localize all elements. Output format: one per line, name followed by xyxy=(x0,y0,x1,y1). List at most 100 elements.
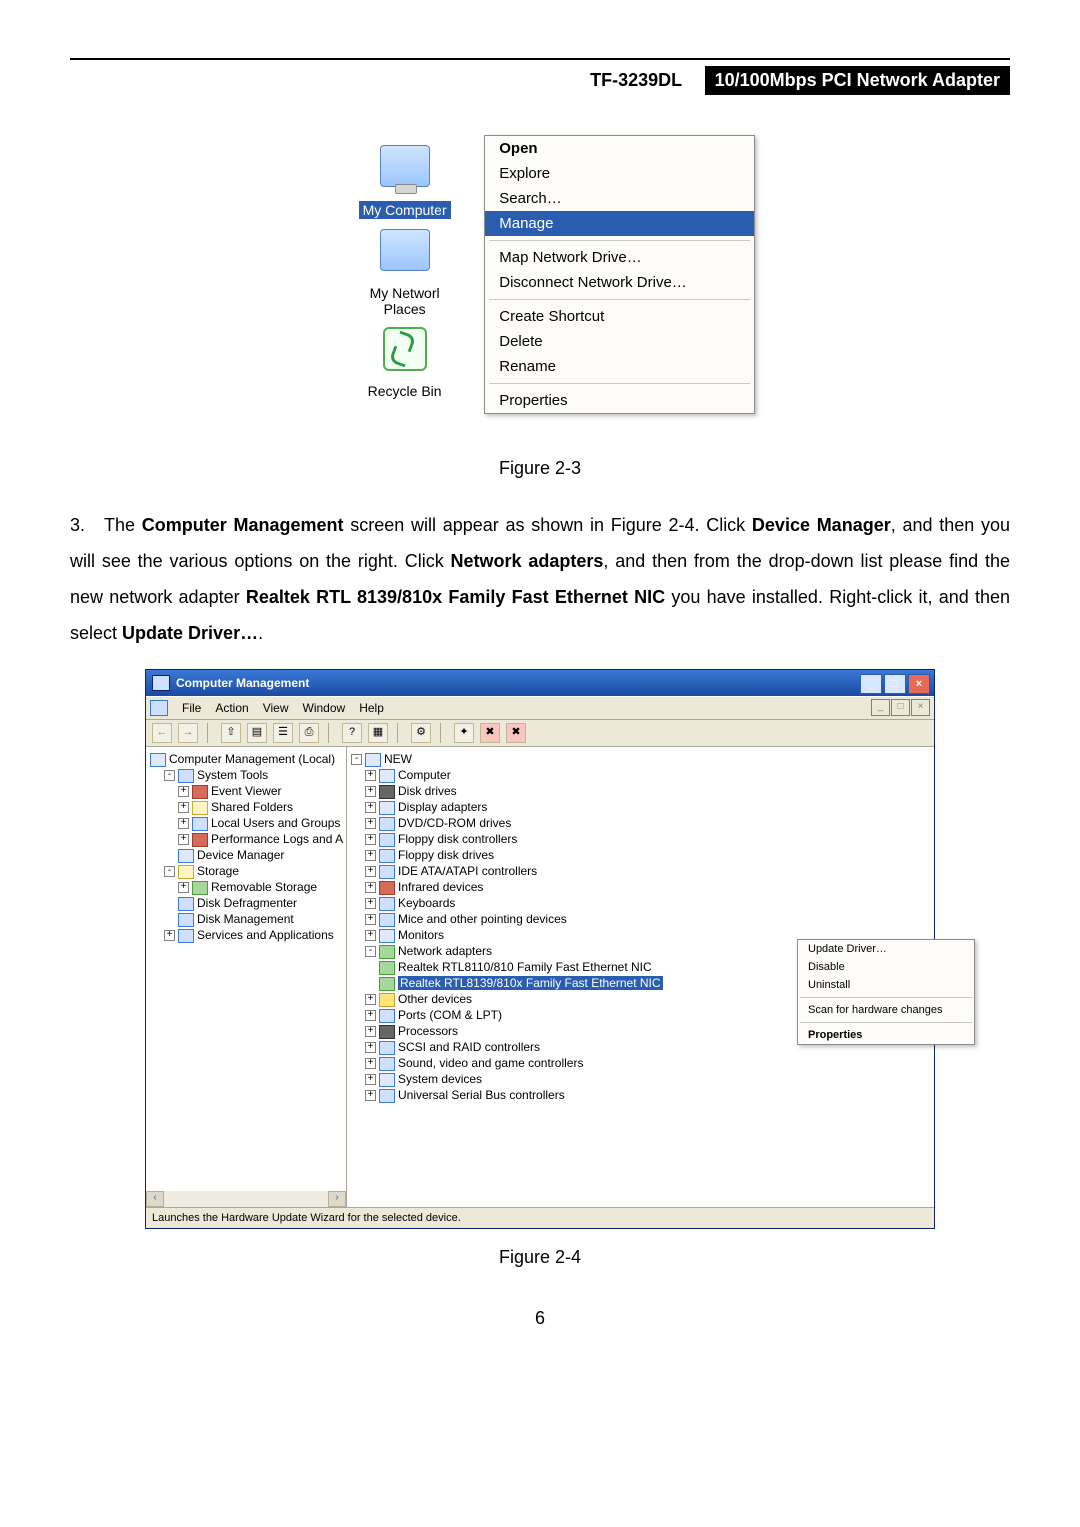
txt-b4: Realtek RTL 8139/810x Family Fast Ethern… xyxy=(246,587,665,607)
scan-button[interactable]: ⚙ xyxy=(411,723,431,743)
close-button[interactable]: × xyxy=(908,674,930,694)
toolbar-sep4 xyxy=(440,723,445,743)
mycomputer-context-menu: Open Explore Search… Manage Map Network … xyxy=(484,135,755,414)
step-3-text: 3.The Computer Management screen will ap… xyxy=(70,507,1010,651)
dev-ir[interactable]: +Infrared devices xyxy=(351,879,932,895)
page-header: TF-3239DL 10/100Mbps PCI Network Adapter xyxy=(70,66,1010,95)
ctx-sep1 xyxy=(489,240,750,241)
dev-usb[interactable]: +Universal Serial Bus controllers xyxy=(351,1087,932,1103)
ctx-manage[interactable]: Manage xyxy=(485,211,754,236)
ctx-search[interactable]: Search… xyxy=(485,186,754,211)
my-computer-label: My Computer xyxy=(359,201,451,219)
ctx-rename[interactable]: Rename xyxy=(485,354,754,379)
my-network-places-icon[interactable] xyxy=(375,229,435,279)
left-services-apps[interactable]: +Services and Applications xyxy=(150,927,344,943)
step-number: 3. xyxy=(70,507,104,543)
figure-2-4-caption: Figure 2-4 xyxy=(70,1247,1010,1268)
left-local-users[interactable]: +Local Users and Groups xyxy=(150,815,344,831)
print-button[interactable]: ⎙ xyxy=(299,723,319,743)
ctx-properties[interactable]: Properties xyxy=(485,388,754,413)
dev-fdd[interactable]: +Floppy disk drives xyxy=(351,847,932,863)
dev-mice[interactable]: +Mice and other pointing devices xyxy=(351,911,932,927)
menu-action[interactable]: Action xyxy=(215,701,248,715)
left-diskmgmt[interactable]: Disk Management xyxy=(150,911,344,927)
maximize-button[interactable]: □ xyxy=(884,674,906,694)
disable-button[interactable]: ✖ xyxy=(480,723,500,743)
model-id: TF-3239DL xyxy=(590,70,682,90)
menu-window[interactable]: Window xyxy=(303,701,346,715)
left-scrollbar[interactable]: ‹ › xyxy=(146,1191,346,1207)
forward-button[interactable]: → xyxy=(178,723,198,743)
recycle-bin-label: Recycle Bin xyxy=(368,383,442,399)
help-button[interactable]: ? xyxy=(342,723,362,743)
window-title: Computer Management xyxy=(176,676,309,690)
left-shared-folders[interactable]: +Shared Folders xyxy=(150,799,344,815)
dev-ctx-scan[interactable]: Scan for hardware changes xyxy=(798,1001,974,1019)
show-hide-tree-button[interactable]: ▤ xyxy=(247,723,267,743)
computer-management-window: Computer Management _ □ × File Action Vi… xyxy=(145,669,935,1229)
ctx-map-drive[interactable]: Map Network Drive… xyxy=(485,245,754,270)
mdi-restore-button[interactable]: □ xyxy=(891,699,910,716)
dev-ctx-update[interactable]: Update Driver… xyxy=(798,940,974,958)
page-number: 6 xyxy=(70,1308,1010,1329)
left-system-tools[interactable]: -System Tools xyxy=(150,767,344,783)
ctx-create-shortcut[interactable]: Create Shortcut xyxy=(485,304,754,329)
dev-dvd[interactable]: +DVD/CD-ROM drives xyxy=(351,815,932,831)
export-list-button[interactable]: ▦ xyxy=(368,723,388,743)
ctx-open[interactable]: Open xyxy=(485,136,754,161)
dev-ide[interactable]: +IDE ATA/ATAPI controllers xyxy=(351,863,932,879)
up-button[interactable]: ⇧ xyxy=(221,723,241,743)
dev-computer[interactable]: +Computer xyxy=(351,767,932,783)
dev-root[interactable]: -NEW xyxy=(351,751,932,767)
dev-disk-drives[interactable]: +Disk drives xyxy=(351,783,932,799)
mdi-close-button[interactable]: × xyxy=(911,699,930,716)
device-tree-pane: -NEW +Computer +Disk drives +Display ada… xyxy=(347,747,934,1207)
ctx-explore[interactable]: Explore xyxy=(485,161,754,186)
back-button[interactable]: ← xyxy=(152,723,172,743)
dev-ctx-properties[interactable]: Properties xyxy=(798,1026,974,1044)
ctx-delete[interactable]: Delete xyxy=(485,329,754,354)
dev-display[interactable]: +Display adapters xyxy=(351,799,932,815)
left-removable[interactable]: +Removable Storage xyxy=(150,879,344,895)
dev-sound[interactable]: +Sound, video and game controllers xyxy=(351,1055,932,1071)
properties-button[interactable]: ☰ xyxy=(273,723,293,743)
scroll-right-icon[interactable]: › xyxy=(328,1191,346,1207)
ctx-sep3 xyxy=(489,383,750,384)
client-area: Computer Management (Local) -System Tool… xyxy=(146,747,934,1207)
mdi-icon xyxy=(150,700,168,716)
left-device-manager[interactable]: Device Manager xyxy=(150,847,344,863)
desktop-icons: My Computer My Networl Places Recycle Bi… xyxy=(325,135,484,414)
left-event-viewer[interactable]: +Event Viewer xyxy=(150,783,344,799)
left-perf-logs[interactable]: +Performance Logs and Alert xyxy=(150,831,344,847)
product-title: 10/100Mbps PCI Network Adapter xyxy=(705,66,1010,95)
dev-keyboards[interactable]: +Keyboards xyxy=(351,895,932,911)
menu-file[interactable]: File xyxy=(182,701,201,715)
window-titlebar[interactable]: Computer Management _ □ × xyxy=(146,670,934,696)
txt-b5: Update Driver… xyxy=(122,623,258,643)
dev-ctx-disable[interactable]: Disable xyxy=(798,958,974,976)
figure-2-3-caption: Figure 2-3 xyxy=(325,458,755,479)
my-computer-icon[interactable] xyxy=(375,145,435,195)
menu-help[interactable]: Help xyxy=(359,701,384,715)
recycle-bin-icon[interactable] xyxy=(375,327,435,377)
mdi-minimize-button[interactable]: _ xyxy=(871,699,890,716)
uninstall-button[interactable]: ✖ xyxy=(506,723,526,743)
dev-system[interactable]: +System devices xyxy=(351,1071,932,1087)
dev-fdc[interactable]: +Floppy disk controllers xyxy=(351,831,932,847)
txt-b3: Network adapters xyxy=(451,551,604,571)
my-network-label2: Places xyxy=(384,301,426,317)
scroll-left-icon[interactable]: ‹ xyxy=(146,1191,164,1207)
minimize-button[interactable]: _ xyxy=(860,674,882,694)
enable-button[interactable]: ✦ xyxy=(454,723,474,743)
left-storage[interactable]: -Storage xyxy=(150,863,344,879)
toolbar-sep3 xyxy=(397,723,402,743)
dev-ctx-uninstall[interactable]: Uninstall xyxy=(798,976,974,994)
left-root[interactable]: Computer Management (Local) xyxy=(150,751,344,767)
menu-view[interactable]: View xyxy=(263,701,289,715)
device-context-menu: Update Driver… Disable Uninstall Scan fo… xyxy=(797,939,975,1045)
ctx-disconnect-drive[interactable]: Disconnect Network Drive… xyxy=(485,270,754,295)
txt-c: screen will appear as shown in Figure 2-… xyxy=(344,515,752,535)
status-bar: Launches the Hardware Update Wizard for … xyxy=(146,1207,934,1228)
left-defrag[interactable]: Disk Defragmenter xyxy=(150,895,344,911)
txt-b2: Device Manager xyxy=(752,515,891,535)
